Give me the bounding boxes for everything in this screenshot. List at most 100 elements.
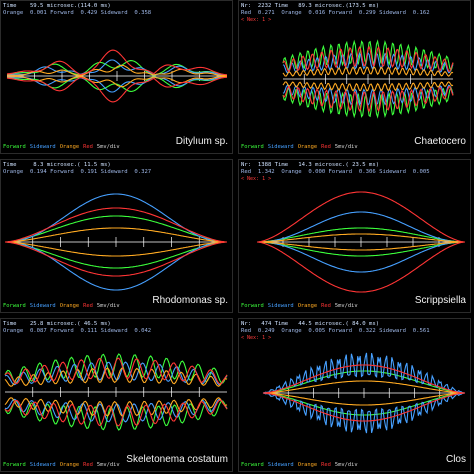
species-label: Ditylıum sp. bbox=[175, 136, 228, 147]
legend-forward: Forward bbox=[3, 462, 26, 468]
sideward-trace bbox=[4, 361, 228, 386]
panel-scrippsiella: Nr: 1388 Time 14.3 microsec.( 23.5 ms) R… bbox=[238, 159, 471, 313]
panel-closterium: Nr: 474 Time 44.5 microsec.( 84.0 ms) Re… bbox=[238, 318, 471, 472]
legend-scale: 5mv/div bbox=[334, 462, 358, 468]
red-trace bbox=[282, 86, 454, 113]
legend-orange: Orange bbox=[59, 144, 80, 150]
legend-red: Red bbox=[321, 462, 331, 468]
channel-legend: Forward Sideward Orange Red 5mv/div bbox=[3, 462, 124, 468]
species-label: Scrippsiella bbox=[414, 295, 466, 306]
legend-sideward: Sideward bbox=[29, 462, 56, 468]
legend-sideward: Sideward bbox=[29, 303, 56, 309]
sideward-trace bbox=[257, 211, 465, 243]
header-line-1: Nr: 474 Time 44.5 microsec.( 84.0 ms) bbox=[241, 321, 380, 327]
panel-header: Nr: 474 Time 44.5 microsec.( 84.0 ms) Re… bbox=[241, 321, 430, 342]
red-trace bbox=[4, 399, 228, 427]
legend-scale: 5mv/div bbox=[96, 303, 120, 309]
red-trace bbox=[4, 241, 228, 277]
channel-legend: Forward Sideward Orange Red 5mv/div bbox=[241, 303, 362, 309]
signal-plot bbox=[4, 193, 228, 291]
sideward-trace bbox=[5, 241, 227, 291]
sideward-trace bbox=[7, 59, 228, 76]
orange-trace bbox=[282, 81, 454, 92]
panel-header: Nr: 1388 Time 14.3 microsec.( 23.5 ms) R… bbox=[241, 162, 430, 183]
orange-trace bbox=[5, 241, 227, 257]
legend-sideward: Sideward bbox=[267, 144, 294, 150]
legend-scale: 5mv/div bbox=[334, 144, 358, 150]
panel-chaetoceros: Nr: 2232 Time 89.3 microsec.(173.5 ms) R… bbox=[238, 0, 471, 154]
panel-header: Time 25.8 microsec.( 46.5 ms) Orange 0.0… bbox=[3, 321, 151, 335]
sideward-trace bbox=[262, 392, 466, 434]
legend-sideward: Sideward bbox=[29, 144, 56, 150]
legend-red: Red bbox=[83, 303, 93, 309]
next-marker[interactable]: < Nex: 1 > bbox=[241, 17, 272, 23]
sideward-trace bbox=[5, 193, 227, 243]
legend-red: Red bbox=[321, 144, 331, 150]
red-trace bbox=[282, 45, 454, 72]
signal-plot bbox=[4, 353, 228, 431]
red-trace bbox=[262, 364, 466, 394]
channel-legend: Forward Sideward Orange Red 5mv/div bbox=[241, 144, 362, 150]
next-marker[interactable]: < Nex: 1 > bbox=[241, 335, 272, 341]
orange-trace bbox=[282, 66, 454, 77]
legend-orange: Orange bbox=[59, 462, 80, 468]
sideward-trace bbox=[257, 241, 465, 273]
header-line-2: Red 1.342 Orange 0.000 Forward 0.306 Sid… bbox=[241, 169, 430, 175]
panel-header: Time 8.3 microsec.( 11.5 ms) Orange 0.19… bbox=[3, 162, 151, 176]
red-trace bbox=[262, 392, 466, 422]
orange-trace bbox=[5, 227, 227, 243]
panel-dityium: Time 59.5 microsec.(114.0 ms) Orange 0.0… bbox=[0, 0, 233, 154]
legend-orange: Orange bbox=[59, 303, 80, 309]
panel-skeletonema: Time 25.8 microsec.( 46.5 ms) Orange 0.0… bbox=[0, 318, 233, 472]
orange-trace bbox=[4, 367, 228, 387]
forward-trace bbox=[5, 241, 227, 269]
species-label: Skeletonema costatum bbox=[126, 454, 228, 465]
species-label: Chaetocero bbox=[414, 136, 466, 147]
legend-forward: Forward bbox=[241, 462, 264, 468]
red-trace bbox=[6, 49, 228, 76]
legend-red: Red bbox=[321, 303, 331, 309]
signal-plot bbox=[6, 49, 228, 103]
header-line-2: Red 0.249 Orange 0.005 Forward 0.322 Sid… bbox=[241, 328, 430, 334]
legend-forward: Forward bbox=[241, 144, 264, 150]
forward-trace bbox=[263, 392, 465, 416]
legend-scale: 5mv/div bbox=[96, 144, 120, 150]
forward-trace bbox=[263, 370, 465, 394]
panel-rhodomonas: Time 8.3 microsec.( 11.5 ms) Orange 0.19… bbox=[0, 159, 233, 313]
legend-red: Red bbox=[83, 462, 93, 468]
legend-forward: Forward bbox=[241, 303, 264, 309]
sideward-trace bbox=[282, 52, 454, 74]
header-line-2: Orange 0.001 Forward 0.429 Sideward 0.35… bbox=[3, 10, 152, 16]
legend-sideward: Sideward bbox=[267, 462, 294, 468]
orange-trace bbox=[4, 397, 228, 417]
header-line-1: Time 59.5 microsec.(114.0 ms) bbox=[3, 3, 111, 9]
forward-trace bbox=[5, 215, 227, 243]
legend-scale: 5mv/div bbox=[96, 462, 120, 468]
legend-forward: Forward bbox=[3, 144, 26, 150]
channel-legend: Forward Sideward Orange Red 5mv/div bbox=[3, 303, 124, 309]
red-trace bbox=[6, 76, 228, 103]
panel-header: Time 59.5 microsec.(114.0 ms) Orange 0.0… bbox=[3, 3, 151, 17]
sideward-trace bbox=[4, 398, 228, 423]
orange-trace bbox=[263, 392, 465, 406]
panel-header: Nr: 2232 Time 89.3 microsec.(173.5 ms) R… bbox=[241, 3, 430, 24]
orange-trace bbox=[257, 233, 465, 243]
red-trace bbox=[256, 191, 466, 243]
sideward-trace bbox=[262, 352, 466, 394]
orange-trace bbox=[6, 75, 227, 88]
sideward-trace bbox=[282, 84, 454, 106]
signal-plot bbox=[282, 39, 454, 119]
header-line-1: Time 8.3 microsec.( 11.5 ms) bbox=[3, 162, 111, 168]
header-line-2: Red 0.271 Orange 0.016 Forward 0.299 Sid… bbox=[241, 10, 430, 16]
legend-orange: Orange bbox=[297, 303, 318, 309]
next-marker[interactable]: < Nex: 1 > bbox=[241, 176, 272, 182]
orange-trace bbox=[263, 380, 465, 394]
species-label: Rhodomonas sp. bbox=[152, 295, 228, 306]
forward-trace bbox=[257, 241, 465, 257]
legend-sideward: Sideward bbox=[267, 303, 294, 309]
header-line-2: Orange 0.087 Forward 0.111 Sideward 0.04… bbox=[3, 328, 152, 334]
legend-orange: Orange bbox=[297, 462, 318, 468]
orange-trace bbox=[6, 64, 227, 77]
signal-plot bbox=[256, 191, 466, 293]
header-line-1: Time 25.8 microsec.( 46.5 ms) bbox=[3, 321, 111, 327]
